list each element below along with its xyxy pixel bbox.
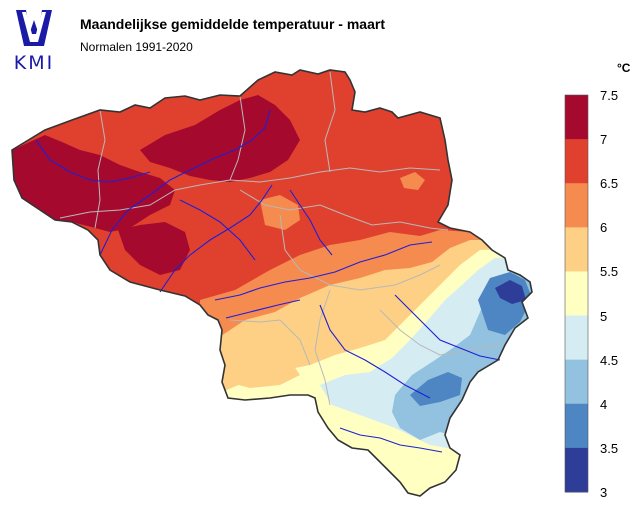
kmi-logo-text: KMI [13, 52, 55, 74]
province-borders [59, 71, 501, 406]
legend-bin [565, 139, 588, 184]
zone-7-7.5-central [140, 95, 300, 182]
map-title: Maandelijkse gemiddelde temperatuur - ma… [80, 16, 385, 32]
legend-bin [565, 227, 588, 272]
kmi-logo-emblem [12, 8, 56, 50]
legend-bin [565, 315, 588, 361]
zone-3-3.5 [495, 280, 526, 304]
legend-bin [565, 359, 588, 405]
zone-3.5-4-south [410, 372, 462, 406]
legend-bin [565, 403, 588, 449]
zone-5.5-6-west [225, 352, 300, 388]
belgium-temperature-map [11, 69, 533, 497]
legend-tick-label: 5.5 [600, 264, 619, 280]
legend-bins [565, 95, 588, 493]
legend-tick-label: 7 [600, 132, 608, 148]
legend-tick-label: 6 [600, 220, 608, 236]
kmi-logo: KMI [8, 6, 60, 74]
legend-bin [565, 183, 588, 228]
legend-tick-label: 6.5 [600, 176, 619, 192]
zone-7-7.5-south [118, 222, 190, 275]
legend-tick-label: 4 [600, 396, 608, 412]
zone-6-6.5-north-patch [400, 172, 425, 190]
legend-tick-label: 3.5 [600, 440, 619, 456]
legend-colorbar [564, 94, 589, 493]
legend-tick-label: 3 [600, 485, 608, 500]
legend-frame [564, 94, 589, 493]
legend-bin [565, 447, 588, 493]
legend-tick-label: 5 [600, 308, 608, 324]
zone-6-6.5-patch [260, 195, 300, 230]
rivers [35, 109, 501, 453]
legend-bin [565, 95, 588, 140]
legend-unit: °C [617, 61, 631, 75]
legend-tick-label: 4.5 [600, 352, 619, 368]
legend-bin [565, 271, 588, 317]
map-subtitle: Normalen 1991-2020 [80, 40, 193, 54]
legend-tick-label: 7.5 [600, 88, 619, 103]
